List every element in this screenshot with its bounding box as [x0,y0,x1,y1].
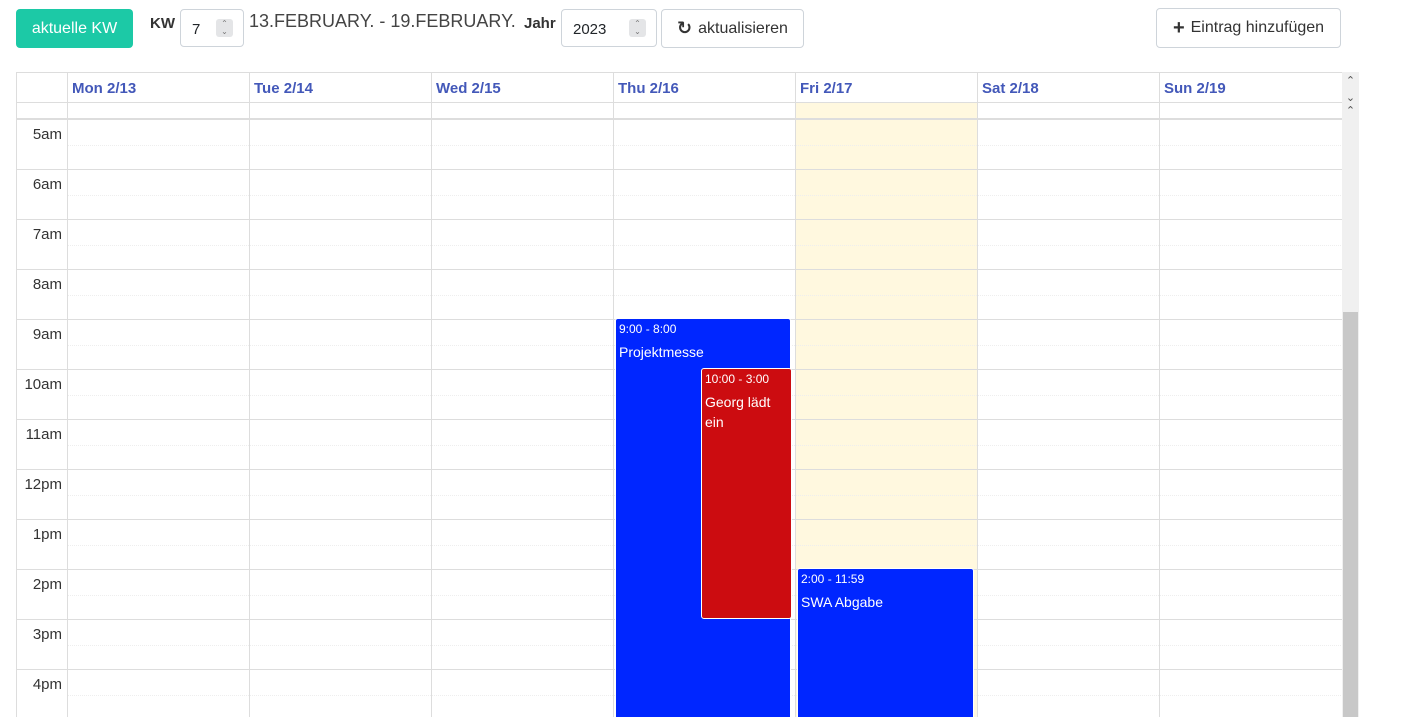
day-header-tue[interactable]: Tue 2/14 [249,73,431,102]
vertical-scrollbar[interactable]: ⌃ ⌄ ⌃ [1342,72,1359,717]
week-range-text: 13.FEBRUARY. - 19.FEBRUARY. [249,11,516,31]
current-week-button[interactable]: aktuelle KW [16,9,133,48]
day-header-sat[interactable]: Sat 2/18 [977,73,1159,102]
event-title: Projektmesse [619,344,704,360]
kw-value: 7 [192,21,201,38]
day-header-mon[interactable]: Mon 2/13 [67,73,249,102]
year-label: Jahr [524,15,556,32]
refresh-button[interactable]: ↻ aktualisieren [661,9,804,48]
column-divider [613,73,614,717]
day-header-thu[interactable]: Thu 2/16 [613,73,795,102]
refresh-icon: ↻ [677,18,693,38]
week-calendar: Mon 2/13 Tue 2/14 Wed 2/15 Thu 2/16 Fri … [16,72,1359,717]
day-header-fri[interactable]: Fri 2/17 [795,73,977,102]
day-header-wed[interactable]: Wed 2/15 [431,73,613,102]
column-divider [977,73,978,717]
year-value: 2023 [573,21,607,38]
scroll-up-icon[interactable]: ⌃ [1345,105,1356,117]
event-time: 2:00 - 11:59 [801,572,865,586]
kw-label: KW [150,15,175,32]
hour-label: 8am [32,276,62,293]
hour-label: 3pm [32,626,62,643]
hour-label: 4pm [32,676,62,693]
hour-label: 6am [32,176,62,193]
hour-label: 11am [25,426,62,443]
hour-label: 1pm [32,526,62,543]
hour-row: 5am [17,119,1343,169]
all-day-row[interactable] [17,103,1343,119]
event-time: 10:00 - 3:00 [705,372,770,386]
hour-row: 8am [17,269,1343,319]
event-georg-laedt-ein[interactable]: 10:00 - 3:00 Georg lädt ein [701,368,792,619]
add-entry-button[interactable]: + Eintrag hinzufügen [1156,8,1341,48]
hour-label: 5am [32,126,62,143]
year-spinner-icon[interactable]: ⌃ ⌄ [629,19,646,37]
refresh-label: aktualisieren [698,19,788,37]
hour-label: 9am [32,326,62,343]
hour-label: 2pm [32,576,62,593]
hour-label: 10am [24,376,62,393]
event-time: 9:00 - 8:00 [619,322,677,336]
scrollbar-thumb[interactable] [1343,312,1358,717]
column-divider [431,73,432,717]
event-title: Georg lädt ein [705,394,771,430]
column-divider [249,73,250,717]
day-header-sun[interactable]: Sun 2/19 [1159,73,1343,102]
event-swa-abgabe[interactable]: 2:00 - 11:59 SWA Abgabe [797,568,974,717]
hour-row: 6am [17,169,1343,219]
scroll-up-icon[interactable]: ⌃ [1345,75,1356,87]
year-input[interactable]: 2023 ⌃ ⌄ [561,9,657,47]
scroll-down-icon[interactable]: ⌄ [1345,92,1356,104]
column-divider [1159,73,1160,717]
kw-input[interactable]: 7 ⌃ ⌄ [180,9,244,47]
hour-row: 7am [17,219,1343,269]
column-divider [795,73,796,717]
hour-label: 12pm [24,476,62,493]
kw-spinner-icon[interactable]: ⌃ ⌄ [216,19,233,37]
hour-label: 7am [32,226,62,243]
calendar-header: Mon 2/13 Tue 2/14 Wed 2/15 Thu 2/16 Fri … [17,73,1343,103]
column-divider [67,73,68,717]
add-entry-label: Eintrag hinzufügen [1190,19,1325,36]
event-title: SWA Abgabe [801,594,883,610]
plus-icon: + [1172,16,1185,39]
